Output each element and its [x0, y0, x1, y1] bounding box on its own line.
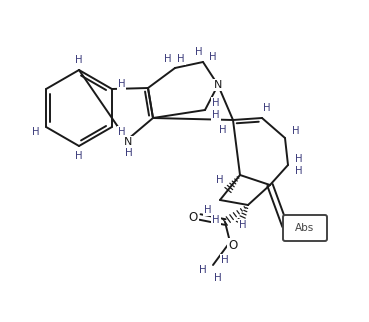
Text: Abs: Abs [295, 223, 315, 233]
Text: H: H [32, 127, 40, 137]
Text: H: H [212, 98, 220, 108]
Text: H: H [212, 215, 220, 225]
Text: H: H [219, 125, 227, 135]
Text: H: H [75, 55, 83, 65]
Text: H: H [177, 54, 185, 64]
Text: H: H [221, 255, 229, 265]
Text: H: H [212, 110, 220, 120]
Text: H: H [199, 265, 207, 275]
FancyBboxPatch shape [283, 215, 327, 241]
Text: H: H [216, 175, 224, 185]
Text: H: H [263, 103, 271, 113]
Text: H: H [295, 166, 303, 176]
Text: H: H [239, 220, 247, 230]
Text: N: N [124, 137, 132, 147]
Text: O: O [228, 239, 238, 251]
Text: N: N [214, 80, 222, 90]
Text: H: H [209, 52, 217, 62]
Text: H: H [292, 126, 300, 136]
Text: H: H [118, 127, 126, 137]
Text: O: O [189, 211, 198, 223]
Text: H: H [125, 148, 133, 158]
Text: H: H [214, 273, 222, 283]
Text: H: H [195, 47, 203, 57]
Text: H: H [204, 205, 212, 215]
Text: H: H [164, 54, 172, 64]
Text: H: H [295, 154, 303, 164]
Text: H: H [75, 151, 83, 161]
Text: H: H [118, 79, 126, 89]
